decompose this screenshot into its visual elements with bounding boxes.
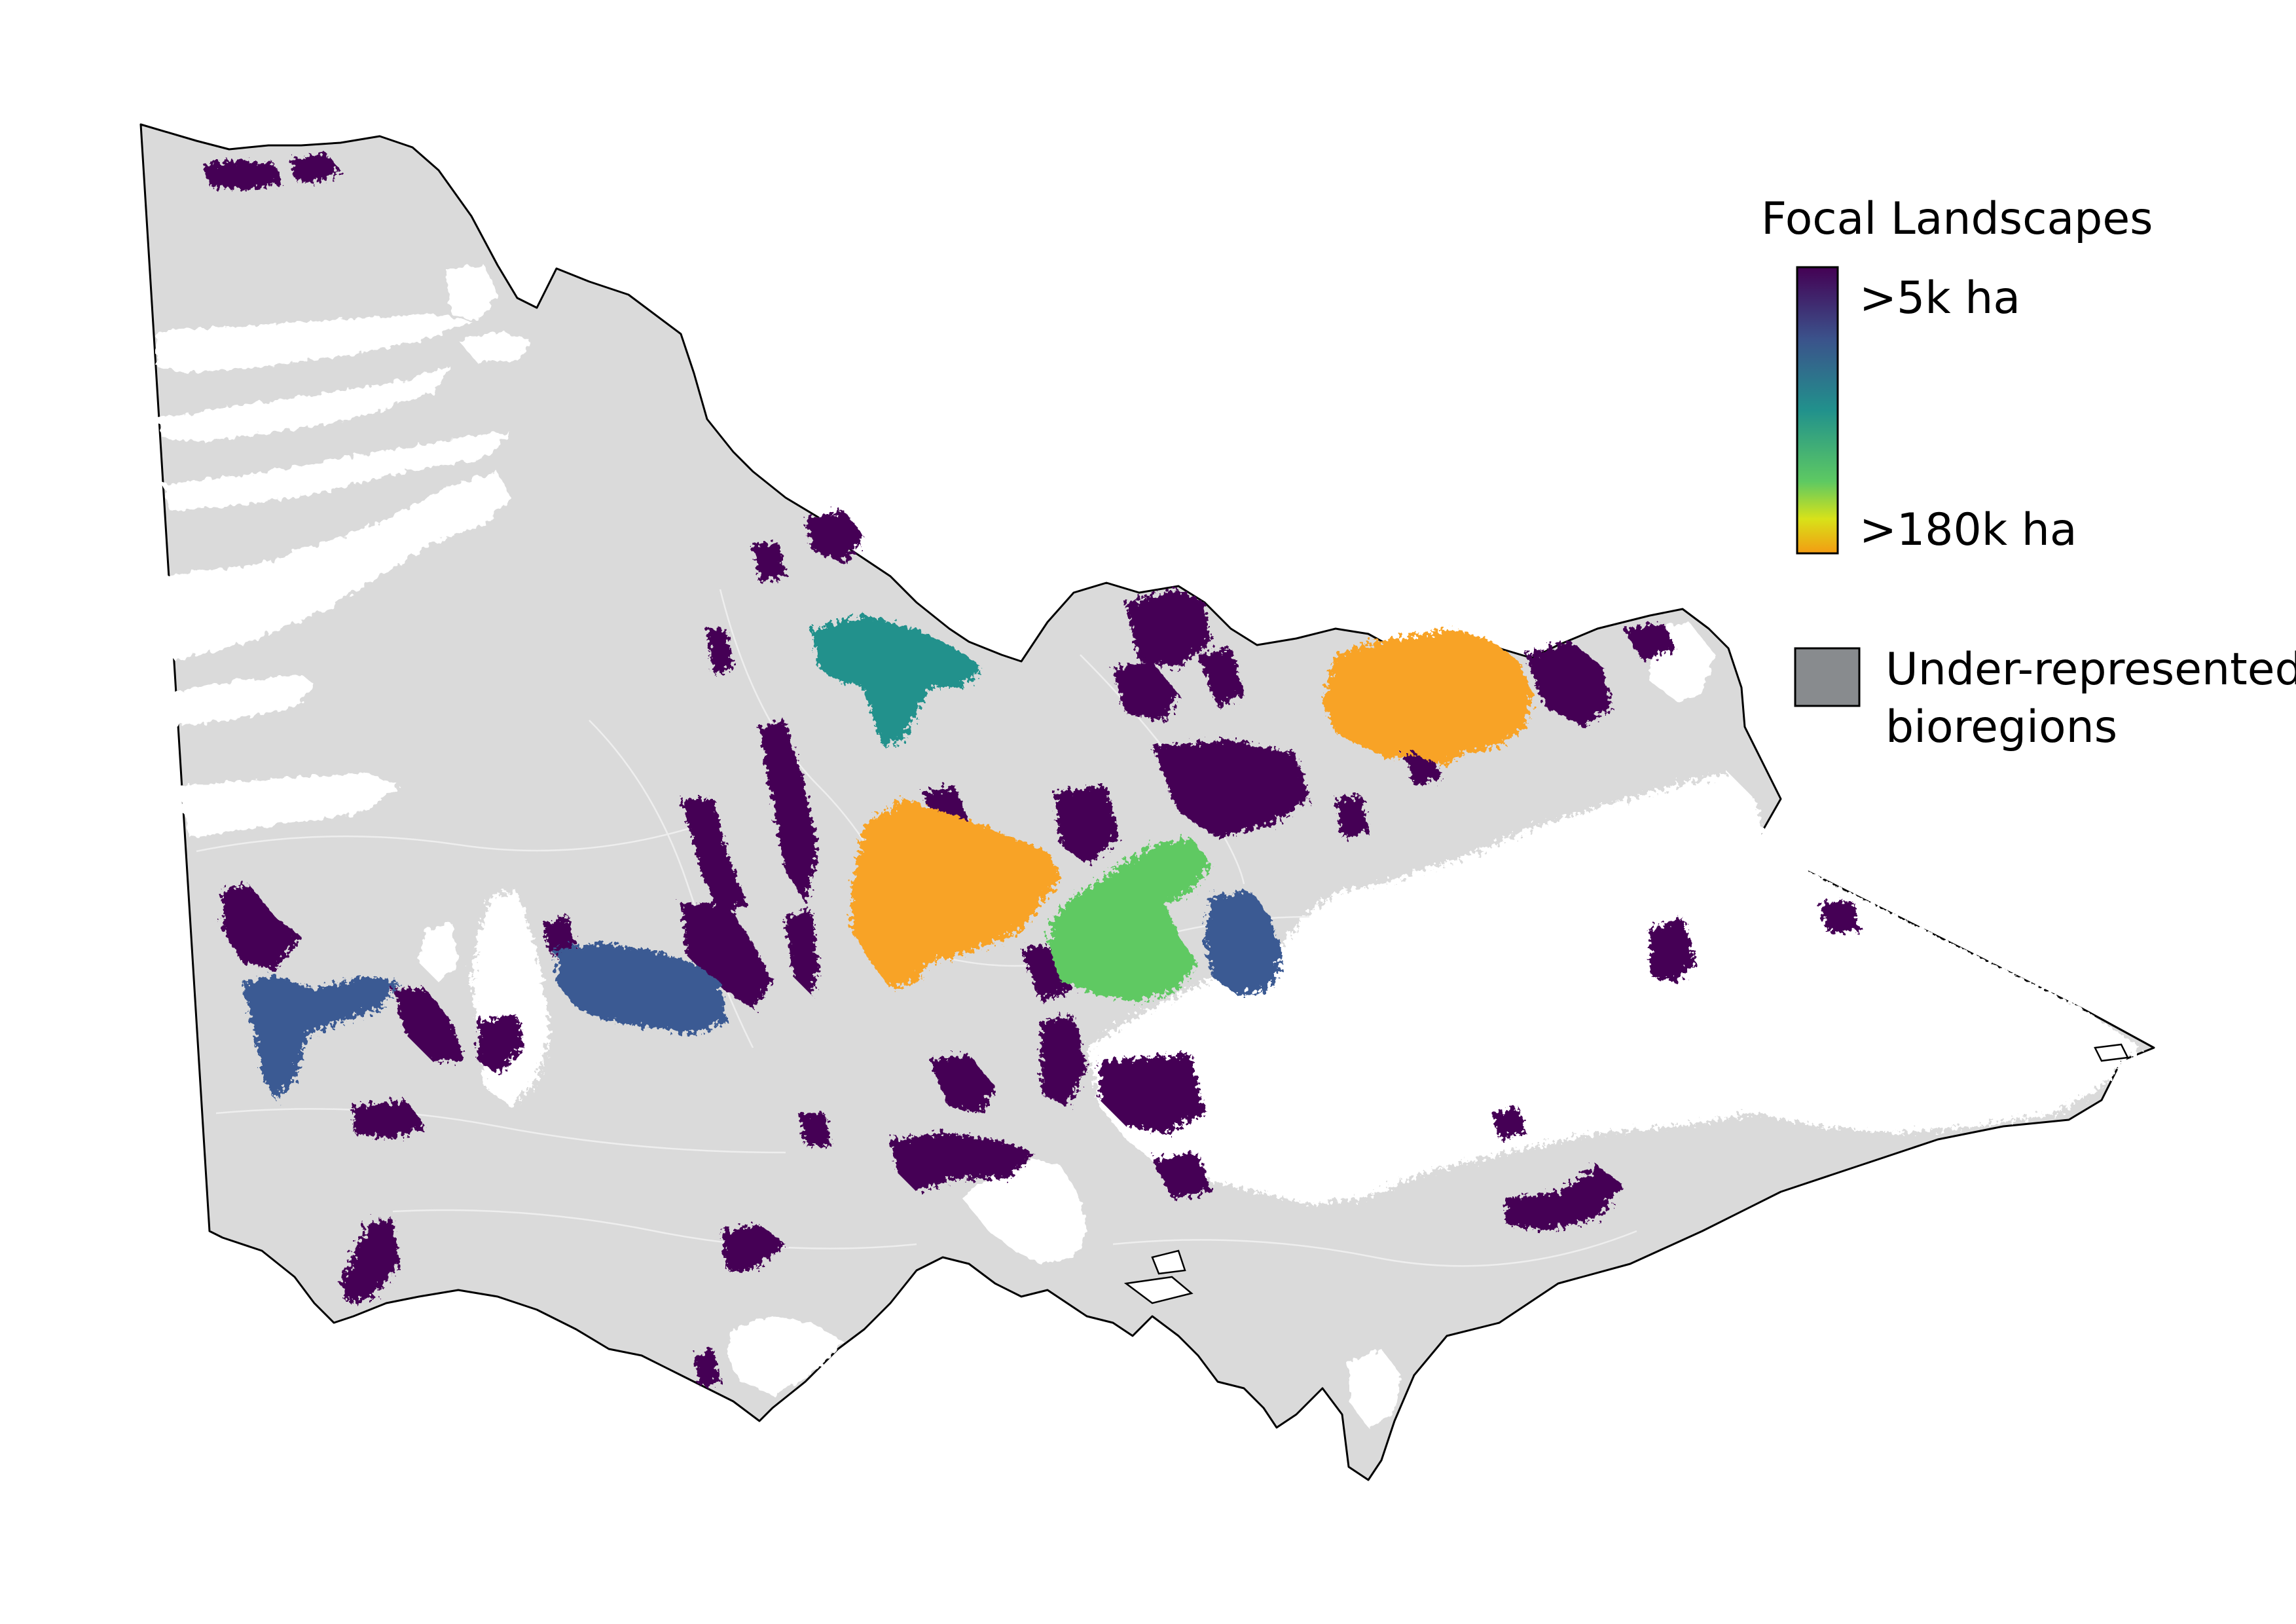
focal-landscapes-medium: [242, 891, 1283, 1100]
landscape-west-3: [354, 1100, 426, 1139]
gap-north-small-1: [458, 331, 530, 363]
gap-west-small: [419, 923, 458, 982]
landscape-orange-central: [851, 799, 1061, 989]
landscape-southwest-coast: [340, 1218, 399, 1303]
focal-landscapes-teal: [812, 616, 982, 747]
landscape-north-east-3: [1198, 648, 1244, 707]
island-east-1: [2094, 1043, 2129, 1062]
landscape-central-3: [681, 904, 773, 1008]
state-outline: [139, 123, 2155, 1481]
island-phillip: [1123, 1276, 1194, 1304]
landscape-melbourne-3: [1152, 1153, 1211, 1198]
landscape-orange-northeast: [1322, 629, 1532, 766]
legend-gradient-bar: [1796, 266, 1839, 555]
landscape-teal-north: [812, 616, 982, 747]
bioregion-line-7: [1112, 1230, 1637, 1267]
gap-northwest-3: [164, 432, 511, 511]
landscape-blue-west: [242, 976, 399, 1100]
gap-areas: [157, 265, 2141, 1428]
landscape-north-murray-2: [753, 544, 786, 583]
landscape-central-east-4: [1336, 796, 1368, 838]
landscape-central-1: [759, 720, 818, 904]
gap-eastern-large: [1087, 773, 2141, 1205]
gap-bay: [962, 1159, 1087, 1264]
legend-title: Focal Landscapes: [1761, 193, 2153, 245]
landscape-south-2: [694, 1349, 720, 1388]
gap-south-west: [727, 1316, 845, 1395]
landscape-north-east-1: [1126, 589, 1211, 668]
landscape-central-4: [786, 910, 818, 995]
gap-northwest-1: [157, 314, 471, 373]
bioregion-line-2: [215, 1108, 786, 1154]
landscape-north-east-5: [1624, 622, 1676, 661]
landscape-east-1: [1650, 917, 1696, 982]
legend-under-represented-label-1: Under-represented: [1886, 644, 2296, 695]
landscape-north-east-4: [1525, 642, 1611, 727]
island-french: [1151, 1249, 1186, 1275]
landscape-gippsland-small: [1493, 1107, 1525, 1139]
landscape-north-east-2: [1113, 661, 1178, 720]
coastline-details: [1123, 1043, 2129, 1304]
landscape-north-central-1: [707, 629, 733, 674]
landscape-green-central: [1048, 838, 1211, 1002]
landscape-geelong-3: [799, 1113, 831, 1146]
landscape-far-north-2: [291, 154, 340, 183]
landscape-geelong-1: [890, 1133, 1034, 1192]
gap-wilsons-prom: [1349, 1349, 1401, 1428]
legend-gradient-min-label: >180k ha: [1859, 504, 2077, 556]
legend: Focal Landscapes >5k ha >180k ha Under-r…: [1761, 193, 2296, 753]
gap-north-small-2: [334, 386, 363, 409]
landscape-west-4: [478, 1015, 524, 1074]
focal-landscapes-green: [1048, 838, 1211, 1002]
landscape-west-1: [223, 884, 301, 969]
focal-landscapes-large: [851, 629, 1532, 989]
legend-under-represented-label-2: bioregions: [1886, 701, 2117, 753]
landscape-south-1: [720, 1225, 786, 1270]
landscape-blue-east: [1205, 891, 1283, 995]
gap-northwest-2: [157, 367, 452, 442]
bioregion-line-6: [392, 1209, 917, 1249]
gap-northwest-6: [177, 773, 399, 838]
legend-gradient-max-label: >5k ha: [1859, 272, 2020, 324]
victoria-state: [139, 123, 2155, 1481]
landscape-melbourne-2: [1100, 1054, 1205, 1133]
landscape-far-north: [203, 160, 282, 190]
landscape-north-murray-1: [805, 511, 864, 563]
landscape-blue-central-west: [556, 943, 727, 1035]
bioregion-line-1: [196, 817, 721, 853]
landscape-geelong-2: [930, 1054, 995, 1113]
gap-north-border: [445, 265, 498, 321]
landscape-central-east-3: [1152, 740, 1309, 838]
legend-under-represented-swatch: [1794, 647, 1861, 707]
gap-northwest-5: [164, 674, 314, 727]
landscape-west-2: [393, 989, 465, 1061]
gap-northwest-4: [164, 471, 511, 661]
landscape-central-2: [681, 799, 746, 917]
landscape-melbourne-1: [1041, 1015, 1087, 1107]
landscape-west-5: [543, 917, 576, 956]
landscape-east-2: [1820, 900, 1859, 933]
landscape-central-east-2: [1054, 786, 1120, 864]
landscape-east-coast: [1506, 1166, 1624, 1231]
bioregion-line-3: [589, 720, 754, 1048]
